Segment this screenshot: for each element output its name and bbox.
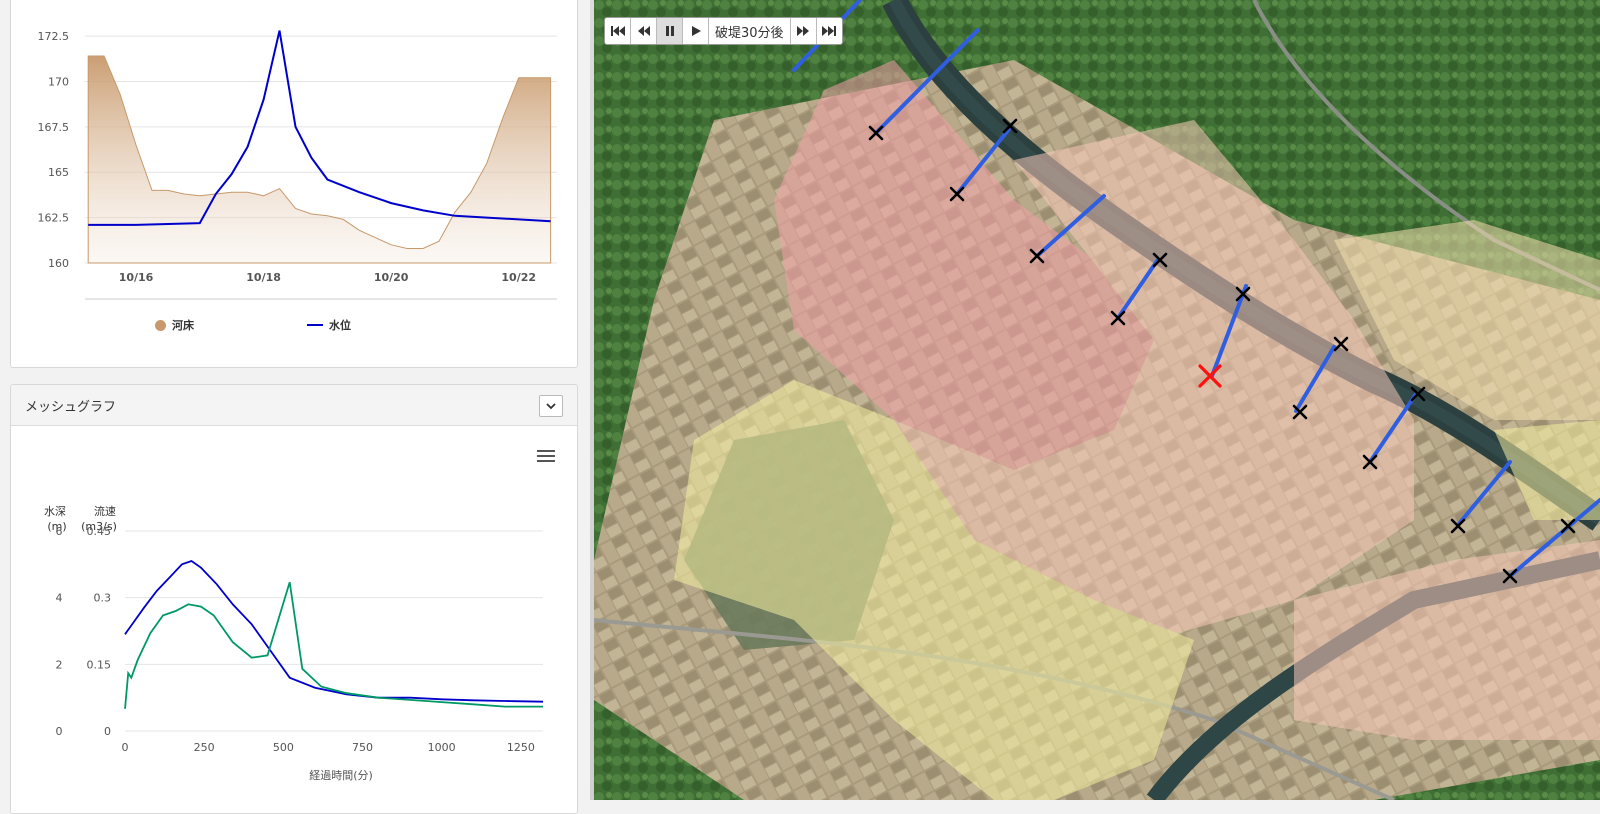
legend-label-water-level: 水位	[329, 319, 351, 332]
playback-time-label: 破堤30分後	[709, 18, 791, 44]
hamburger-line	[537, 455, 555, 457]
skip-to-end-icon	[822, 26, 837, 36]
mesh-graph-header: メッシュグラフ	[11, 385, 577, 426]
panel-resize-handle[interactable]	[590, 0, 595, 800]
y1-axis-title-line2: (m)	[47, 520, 66, 533]
step-back-icon	[637, 26, 650, 36]
y-tick-label: 167.5	[38, 121, 70, 134]
y-tick-label: 165	[48, 166, 69, 179]
x-tick-label: 1000	[428, 741, 456, 754]
hamburger-menu-icon	[537, 450, 555, 452]
x-tick-label: 750	[352, 741, 373, 754]
x-tick-label: 500	[273, 741, 294, 754]
legend-riverbed[interactable]: 河床	[155, 317, 194, 333]
y2-tick-label: 0.15	[87, 658, 112, 671]
play-icon	[691, 26, 701, 36]
y2-axis-title-line1: 流速	[94, 504, 116, 518]
mesh-chart: 水深 (m) 流速 (m3/s) 6 0.454 0.32 0.150 0 0 250 50…	[44, 504, 544, 782]
collapse-button[interactable]	[539, 395, 563, 417]
pause-button[interactable]	[657, 18, 683, 44]
step-forward-icon	[797, 26, 810, 36]
mesh-graph-title: メッシュグラフ	[25, 399, 117, 415]
legend-label-riverbed: 河床	[172, 319, 194, 332]
step-back-button[interactable]	[631, 18, 657, 44]
legend-marker-water-level	[307, 324, 323, 326]
series-line-water-level	[88, 30, 551, 226]
y1-tick-label: 6	[56, 525, 63, 538]
legend-marker-riverbed	[155, 319, 166, 331]
river-chart: 172.5 170 167.5 165 162.5 160 10/16 10/18 10/20…	[38, 30, 557, 300]
y1-axis-title-line1: 水深	[44, 505, 66, 518]
x-tick-label: 10/20	[374, 271, 409, 284]
y1-tick-label: 2	[56, 658, 63, 671]
series-line-velocity	[124, 581, 543, 709]
skip-to-end-button[interactable]	[817, 18, 842, 44]
playback-controls: 破堤30分後	[604, 17, 843, 45]
aerial-map-canvas	[594, 0, 1600, 800]
play-button[interactable]	[683, 18, 709, 44]
hamburger-line	[537, 460, 555, 462]
x-tick-label: 1250	[507, 741, 535, 754]
y-tick-label: 170	[48, 75, 69, 88]
y-tick-label: 160	[48, 257, 69, 270]
step-forward-button[interactable]	[791, 18, 817, 44]
chart-menu-button[interactable]	[537, 447, 555, 463]
y1-tick-label: 4	[56, 592, 63, 605]
mesh-graph-panel: メッシュグラフ 水深 (m) 流速 (m3/s) 6 0.45 4 0.3 2 0.15 0…	[10, 384, 578, 814]
x-axis-title: 経過時間(分)	[309, 769, 373, 782]
left-panel: 172.5 170 167.5 165 162.5 160 10/16 10/18 10/20…	[0, 0, 592, 814]
y-tick-label: 162.5	[38, 212, 70, 225]
x-tick-label: 0	[122, 741, 129, 754]
pause-icon	[665, 26, 674, 36]
x-tick-label: 10/22	[501, 271, 536, 284]
y2-tick-label: 0.3	[94, 592, 112, 605]
skip-to-start-button[interactable]	[605, 18, 631, 44]
y1-tick-label: 0	[56, 725, 63, 738]
river-chart-card: 172.5 170 167.5 165 162.5 160 10/16 10/18 10/20…	[10, 0, 578, 368]
skip-to-start-icon	[610, 26, 625, 36]
y2-tick-label: 0.45	[87, 525, 112, 538]
y-tick-label: 172.5	[38, 30, 70, 43]
x-tick-label: 10/16	[119, 271, 154, 284]
x-tick-label: 10/18	[246, 271, 281, 284]
chevron-down-icon	[546, 403, 556, 410]
legend-water-level[interactable]: 水位	[307, 317, 351, 333]
flood-map[interactable]	[594, 0, 1600, 800]
series-line-depth	[124, 559, 544, 703]
series-area-riverbed	[87, 55, 552, 264]
x-tick-label: 250	[194, 741, 215, 754]
y2-tick-label: 0	[104, 725, 111, 738]
y2-axis-title-line2: (m3/s)	[81, 520, 117, 533]
